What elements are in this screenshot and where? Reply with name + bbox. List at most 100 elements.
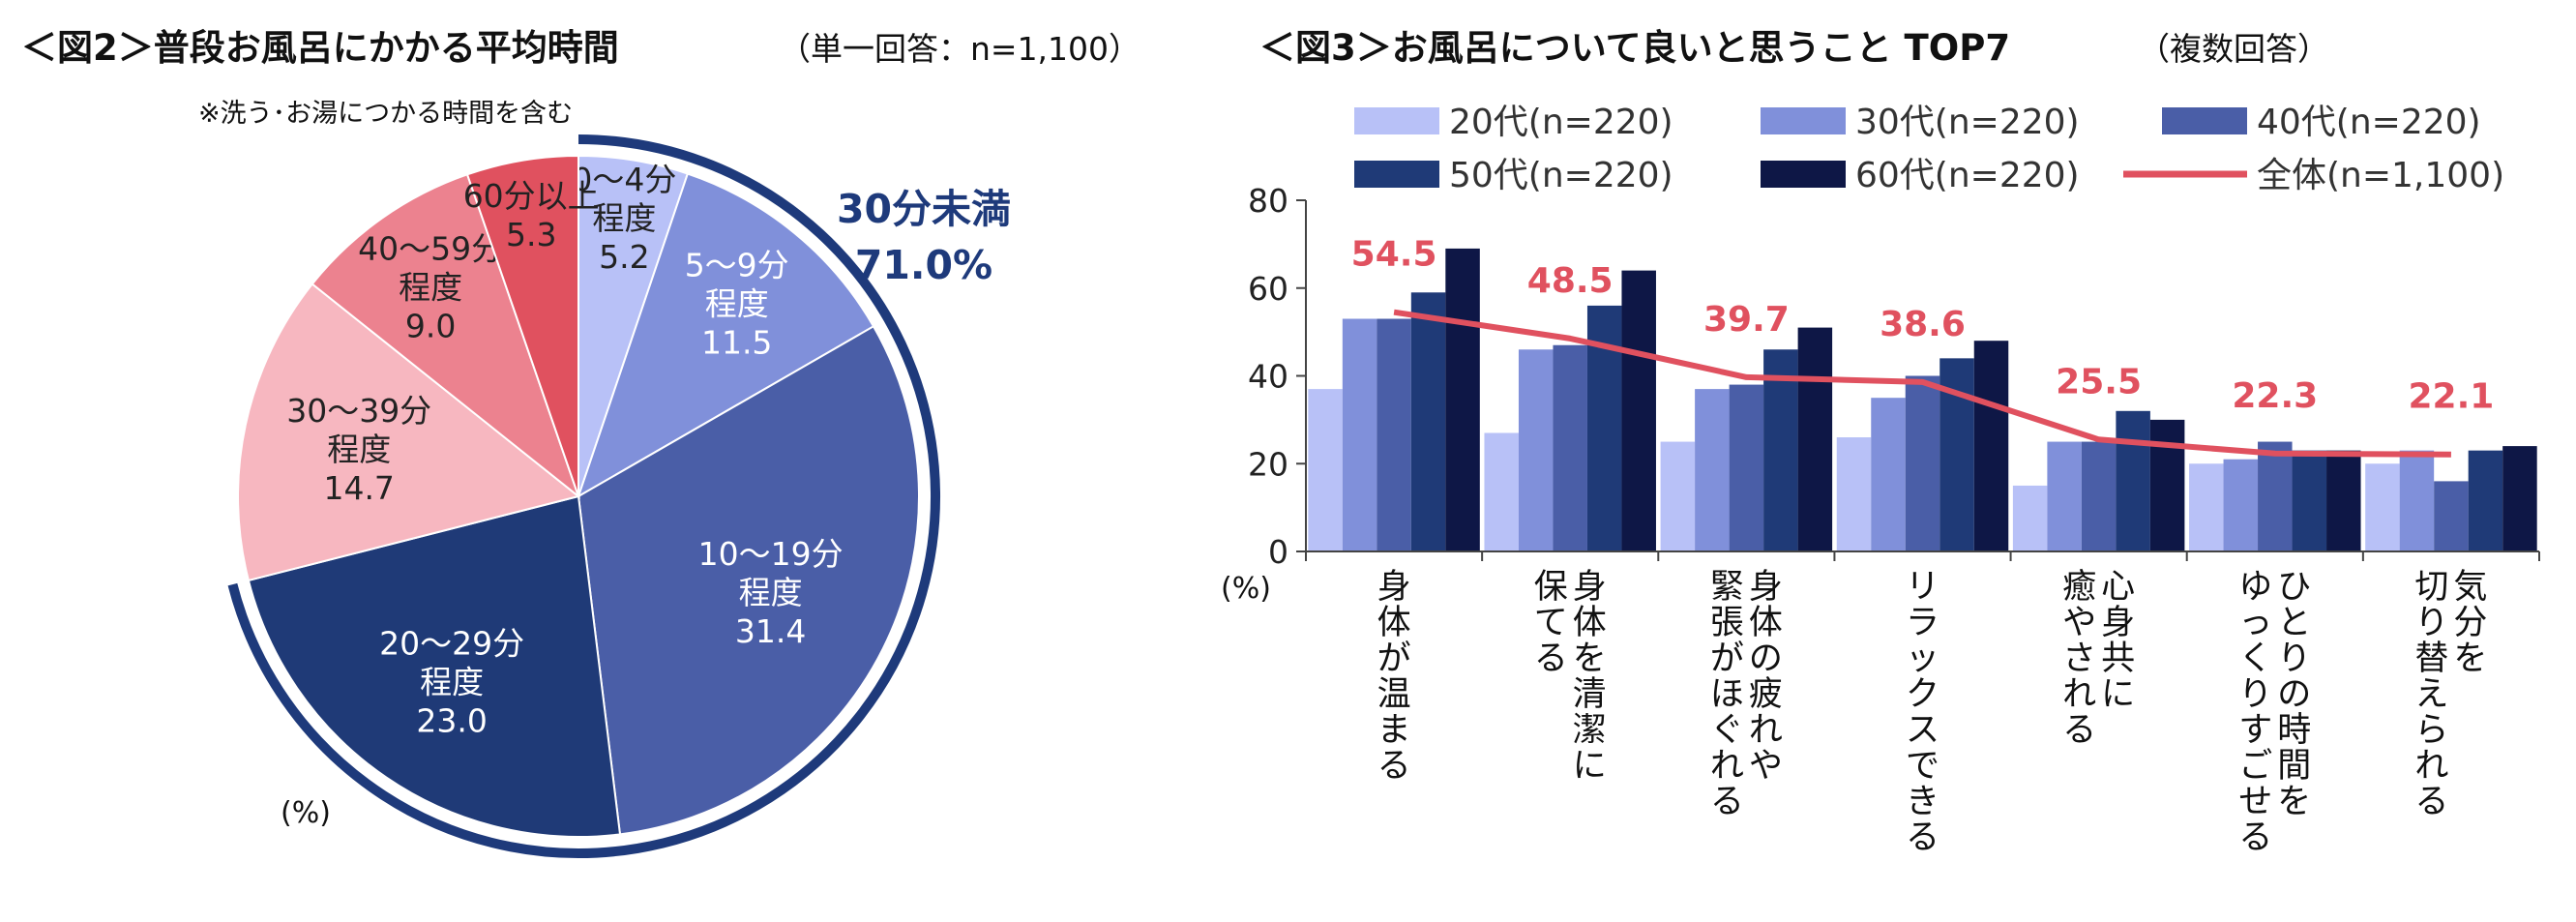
pie-slice bbox=[577, 324, 920, 836]
pie-slice-label: 程度 bbox=[327, 431, 391, 468]
pie-slice-value: 14.7 bbox=[323, 469, 394, 507]
bar bbox=[1342, 318, 1377, 551]
pie-slice-label: 程度 bbox=[739, 574, 803, 611]
overall-data-label: 39.7 bbox=[1703, 300, 1790, 340]
bar bbox=[2326, 450, 2361, 551]
pie-slice-value: 5.2 bbox=[599, 238, 649, 276]
legend-label: 50代(n=220) bbox=[1449, 156, 1673, 195]
fig2-title: ＜図2＞普段お風呂にかかる平均時間 bbox=[21, 27, 619, 69]
pie-slice-value: 11.5 bbox=[701, 324, 772, 362]
bar bbox=[1695, 389, 1730, 551]
legend-label: 60代(n=220) bbox=[1855, 156, 2080, 195]
legend-label: 40代(n=220) bbox=[2257, 103, 2481, 142]
pie-slice-value: 23.0 bbox=[416, 702, 487, 740]
overall-data-label: 22.3 bbox=[2232, 376, 2318, 416]
pie-slice-label: 60分以上 bbox=[463, 177, 600, 215]
bar bbox=[1797, 327, 1833, 551]
fig2-note: ※洗う･お湯につかる時間を含む bbox=[198, 99, 573, 129]
pie-slice-label: 0～4分 bbox=[572, 161, 676, 198]
bar bbox=[1377, 318, 1411, 551]
legend-swatch bbox=[1354, 161, 1439, 188]
x-category-label: 心身共に bbox=[2101, 568, 2135, 714]
x-category-label: 癒やされる bbox=[2062, 568, 2096, 750]
x-category-label: 身体が温まる bbox=[1377, 568, 1411, 786]
legend-swatch bbox=[1761, 107, 1846, 134]
y-tick-label: 80 bbox=[1248, 182, 1288, 220]
pie-slice bbox=[237, 283, 581, 582]
overall-data-label: 22.1 bbox=[2408, 377, 2494, 417]
legend-label: 全体(n=1,100) bbox=[2257, 156, 2504, 195]
pie-slice bbox=[577, 172, 875, 499]
pie-slice-label: 40～59分 bbox=[358, 230, 503, 268]
bar bbox=[1308, 389, 1343, 551]
bar bbox=[1553, 344, 1587, 551]
x-category-label: 切り替えられる bbox=[2414, 568, 2448, 821]
bar bbox=[1729, 384, 1764, 551]
under-30min-value: 71.0% bbox=[855, 242, 992, 288]
bar bbox=[2223, 459, 2259, 551]
overall-line bbox=[1393, 309, 2451, 458]
overall-data-label: 54.5 bbox=[1351, 235, 1437, 275]
legend-swatch bbox=[1354, 107, 1439, 134]
bar bbox=[2012, 485, 2048, 551]
x-category-label: ひとりの時間を bbox=[2277, 568, 2311, 821]
bar bbox=[2189, 463, 2224, 551]
bar bbox=[1763, 349, 1798, 551]
bar-chart: 0 20 40 60 80 54.5 48.5 39.7 38.6 25.5 22.3 22.1 身体が… bbox=[1248, 182, 2540, 857]
bar bbox=[1836, 437, 1872, 551]
y-tick-label: 40 bbox=[1248, 358, 1288, 396]
pie-slice bbox=[247, 494, 622, 838]
x-category-label: 身体を清潔に bbox=[1573, 568, 1607, 786]
bar bbox=[2047, 441, 2082, 551]
bar bbox=[1905, 375, 1940, 551]
bar bbox=[1445, 248, 1480, 551]
bar bbox=[2468, 450, 2503, 551]
fig3-unit-label: (%) bbox=[1221, 572, 1271, 606]
legend-label: 20代(n=220) bbox=[1449, 103, 1673, 142]
bar bbox=[1660, 441, 1696, 551]
fig2-unit-label: (%) bbox=[281, 796, 331, 830]
fig2-subtitle: （単一回答：n=1,100） bbox=[779, 30, 1140, 68]
y-tick-label: 60 bbox=[1248, 270, 1288, 308]
x-category-label: ゆっくりすごせる bbox=[2238, 568, 2272, 857]
bar bbox=[2365, 463, 2400, 551]
legend-swatch bbox=[2162, 107, 2247, 134]
x-category-label: リラックスできる bbox=[1906, 568, 1939, 857]
pie-slice-label: 30～39分 bbox=[286, 392, 431, 430]
pie-slice-label: 5～9分 bbox=[685, 247, 789, 284]
pie-slice-label: 程度 bbox=[705, 285, 769, 323]
bar bbox=[2502, 446, 2537, 551]
fig2-panel: ＜図2＞普段お風呂にかかる平均時間 （単一回答：n=1,100） ※洗う･お湯に… bbox=[21, 27, 1140, 858]
bar bbox=[2399, 450, 2435, 551]
x-category-label: 緊張がほぐれる bbox=[1710, 568, 1744, 821]
y-tick-label: 0 bbox=[1268, 533, 1288, 571]
bar bbox=[1871, 398, 1906, 551]
pie-slice-label: 程度 bbox=[592, 199, 656, 237]
bar bbox=[2081, 441, 2117, 551]
bar bbox=[1621, 270, 1656, 551]
under-30min-label: 30分未満 bbox=[837, 186, 1011, 232]
x-category-label: 保てる bbox=[1534, 568, 1568, 678]
pie-slice-label: 10～19分 bbox=[698, 535, 844, 573]
x-category-label: 身体の疲れや bbox=[1749, 568, 1783, 786]
pie-slice bbox=[465, 154, 579, 497]
pie-slice-label: 程度 bbox=[420, 664, 484, 701]
bar bbox=[2434, 481, 2469, 551]
fig3-title: ＜図3＞お風呂について良いと思うこと TOP7 bbox=[1259, 27, 2010, 69]
bar bbox=[1410, 292, 1446, 551]
pie-slice-label: 20～29分 bbox=[379, 625, 524, 663]
legend-swatch bbox=[1761, 161, 1846, 188]
fig3-panel: ＜図3＞お風呂について良いと思うこと TOP7 （複数回答） 20代(n=220… bbox=[1221, 27, 2540, 857]
overall-data-label: 25.5 bbox=[2056, 362, 2142, 402]
overall-data-label: 38.6 bbox=[1880, 305, 1966, 344]
y-tick-label: 20 bbox=[1248, 445, 1288, 483]
pie-slice-value: 5.3 bbox=[506, 216, 556, 253]
bar bbox=[2292, 450, 2327, 551]
bar bbox=[2116, 410, 2150, 551]
pie-slice-value: 31.4 bbox=[735, 612, 806, 650]
fig3-subtitle: （複数回答） bbox=[2138, 30, 2329, 68]
bar bbox=[2149, 419, 2185, 552]
bar bbox=[1484, 432, 1519, 551]
